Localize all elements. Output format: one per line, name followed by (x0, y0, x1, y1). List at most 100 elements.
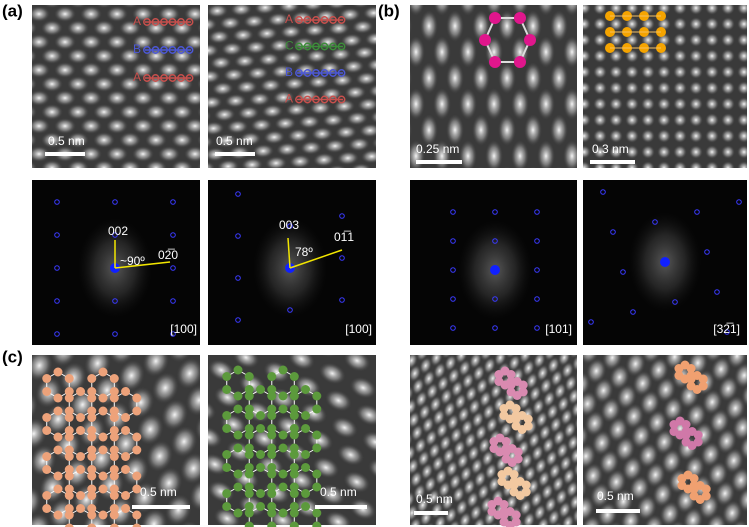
atom (513, 447, 523, 457)
panel-label: (c) (2, 347, 23, 366)
atom (244, 391, 254, 401)
atom (222, 424, 232, 433)
atom (303, 95, 312, 104)
atom (244, 372, 254, 381)
atom (312, 404, 322, 414)
atom (312, 482, 322, 492)
atom (98, 432, 108, 442)
scale-label: 0.5 nm (320, 485, 357, 499)
atom (53, 367, 63, 377)
atom (53, 484, 63, 494)
fft-spot (112, 232, 118, 238)
fft-label: 002 (108, 224, 128, 238)
fft-spot (588, 319, 594, 325)
atom (681, 420, 691, 429)
atom (87, 484, 97, 494)
atom (121, 387, 131, 396)
atom (289, 404, 299, 414)
atom (233, 391, 243, 401)
atom (489, 12, 501, 24)
atom (256, 450, 266, 459)
atom (303, 16, 312, 24)
atom (244, 404, 254, 414)
atom (501, 437, 511, 446)
atom (109, 523, 119, 527)
fft-spot (724, 329, 730, 335)
atom (233, 443, 243, 453)
fft-spot (235, 275, 241, 281)
fft-center (660, 257, 670, 267)
atom (674, 371, 684, 380)
atom (312, 16, 320, 24)
atom (177, 74, 185, 82)
atom (289, 463, 299, 472)
atom (337, 16, 346, 24)
scale-label: 0.3 nm (592, 142, 629, 156)
atom (109, 406, 119, 416)
micrograph-texture (583, 355, 747, 525)
atom (233, 365, 243, 375)
fft-spot (620, 269, 626, 275)
angle-line (287, 237, 291, 269)
micrograph-texture (208, 5, 376, 168)
fft-spot (714, 289, 720, 295)
atom (109, 510, 119, 520)
fft-spot (339, 297, 345, 303)
atom (278, 508, 288, 518)
fft-spot (534, 296, 540, 302)
atom (109, 374, 119, 383)
atom (278, 365, 288, 375)
atom (109, 426, 119, 435)
atom (278, 430, 288, 440)
atom (244, 385, 254, 394)
atom (301, 411, 311, 420)
atom (109, 471, 119, 481)
fft-spot (492, 209, 498, 215)
atom (329, 42, 337, 51)
atom (98, 484, 108, 494)
fft-label: [32̅1] (713, 322, 740, 336)
atom (244, 502, 254, 511)
atom (267, 430, 277, 440)
atom (233, 508, 243, 518)
atom (267, 411, 277, 420)
atom (98, 406, 108, 416)
atom (98, 445, 108, 455)
fft-spot (610, 229, 616, 235)
atom (501, 454, 511, 464)
atom (76, 413, 86, 422)
atom (289, 489, 299, 498)
atom (98, 510, 108, 520)
atom (256, 463, 266, 472)
fft-spot (54, 232, 60, 238)
atom (87, 426, 97, 435)
fft-spot (170, 199, 176, 205)
atom (521, 480, 531, 490)
scale-bar (416, 160, 462, 164)
atom (168, 46, 177, 54)
fft-label: 003 (279, 218, 299, 232)
atom (267, 391, 277, 401)
atom (267, 424, 277, 433)
fft-spot (112, 298, 118, 304)
atom (87, 406, 97, 416)
micrograph-texture (32, 5, 200, 168)
atom (244, 443, 254, 453)
atom (494, 377, 504, 386)
atom (337, 95, 346, 104)
fft-spot (492, 238, 498, 244)
atom (76, 465, 86, 474)
atom (76, 452, 86, 461)
atom (312, 430, 322, 440)
atom (337, 69, 346, 77)
atom (289, 391, 299, 401)
atom (42, 374, 52, 383)
atom (489, 56, 501, 68)
atom (109, 465, 119, 474)
atom (289, 521, 299, 527)
fft-spot (630, 309, 636, 315)
fft-spot (235, 317, 241, 323)
atom (87, 387, 97, 396)
atom (278, 469, 288, 479)
